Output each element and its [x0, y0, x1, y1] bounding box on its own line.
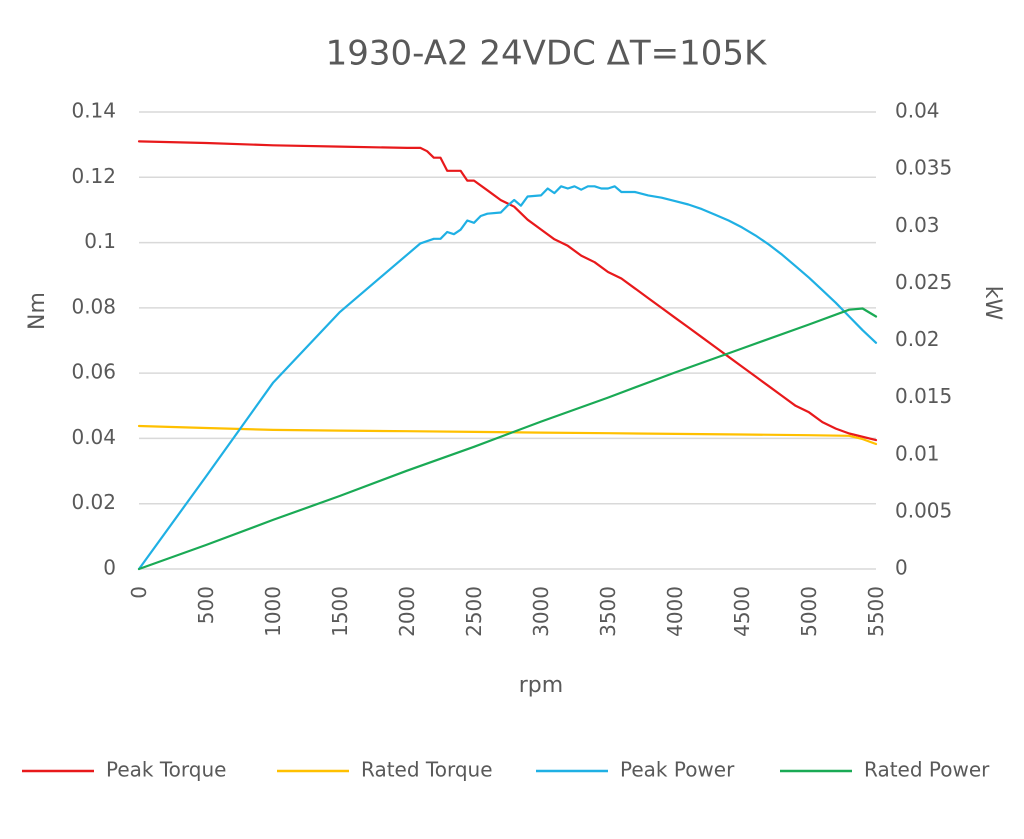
x-tick-label: 4000 [663, 586, 687, 637]
y-tick-label: 0.1 [84, 229, 116, 253]
y2-axis-ticks: 0 0.005 0.01 0.015 0.02 0.025 0.03 0.035 0.04 [895, 99, 952, 580]
y-tick-label: 0.14 [71, 99, 116, 123]
x-axis-ticks: 0 500 1000 1500 2000 2500 3000 3500 4000 4500 5000… [127, 586, 888, 637]
x-tick-label: 500 [194, 586, 218, 624]
series-line-rated-power [137, 307, 878, 571]
y-tick-label: 0 [103, 556, 116, 580]
y2-tick-label: 0.02 [895, 327, 940, 351]
y-tick-label: 0.02 [71, 490, 116, 514]
x-tick-label: 5000 [797, 586, 821, 637]
y-axis-ticks: 0 0.02 0.04 0.06 0.08 0.1 0.12 0.14 [71, 99, 116, 580]
legend-label: Rated Torque [361, 758, 493, 782]
y2-tick-label: 0.035 [895, 156, 952, 180]
y-tick-label: 0.08 [71, 294, 116, 318]
grid-lines [139, 111, 876, 570]
legend: Peak Torque Rated Torque Peak Power Rated P… [22, 758, 990, 782]
x-tick-label: 2000 [395, 586, 419, 637]
x-tick-label: 3000 [529, 586, 553, 637]
y-tick-label: 0.06 [71, 360, 116, 384]
y2-tick-label: 0 [895, 556, 908, 580]
y2-tick-label: 0.01 [895, 441, 940, 465]
chart-title: 1930-A2 24VDC ΔT=105K [326, 34, 768, 74]
y-axis-label: Nm [25, 292, 50, 330]
y2-tick-label: 0.015 [895, 384, 952, 408]
legend-label: Peak Power [620, 758, 735, 782]
y2-tick-label: 0.03 [895, 213, 940, 237]
x-tick-label: 5500 [864, 586, 888, 637]
legend-label: Rated Power [864, 758, 990, 782]
y2-tick-label: 0.005 [895, 498, 952, 522]
x-tick-label: 1500 [328, 586, 352, 637]
x-axis-label: rpm [519, 673, 563, 698]
x-tick-label: 2500 [462, 586, 486, 637]
y-tick-label: 0.04 [71, 425, 116, 449]
x-tick-label: 3500 [596, 586, 620, 637]
series-line-peak-power [137, 185, 878, 571]
x-tick-label: 4500 [730, 586, 754, 637]
y-tick-label: 0.12 [71, 164, 116, 188]
y2-tick-label: 0.04 [895, 99, 940, 123]
legend-label: Peak Torque [106, 758, 226, 782]
series-line-peak-torque [137, 140, 878, 442]
series-lines [137, 140, 878, 571]
x-tick-label: 1000 [261, 586, 285, 637]
x-tick-label: 0 [127, 586, 151, 599]
series-line-rated-torque [137, 424, 878, 446]
y2-axis-label: kW [980, 286, 1005, 321]
y2-tick-label: 0.025 [895, 270, 952, 294]
